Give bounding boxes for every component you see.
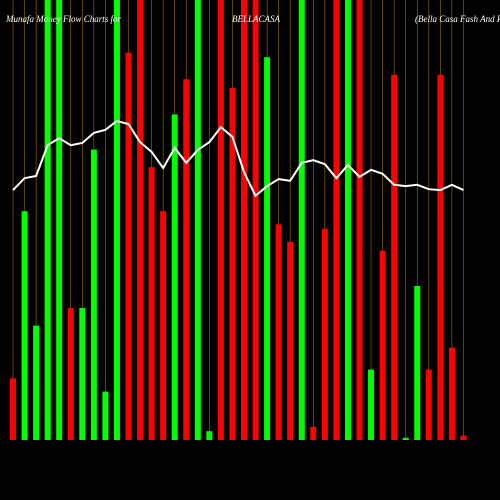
flow-line	[12, 119, 464, 198]
bar	[125, 52, 132, 441]
bar	[10, 378, 16, 440]
bar	[102, 391, 109, 440]
bar	[148, 167, 155, 440]
bar	[171, 114, 178, 441]
bar	[194, 0, 201, 440]
plot	[10, 0, 467, 441]
bar	[206, 431, 213, 440]
bar	[298, 0, 305, 440]
bar	[21, 211, 28, 440]
bar	[90, 149, 97, 440]
chart-title: Munafa Money Flow Charts for	[5, 14, 121, 24]
bar	[437, 74, 444, 441]
bar	[356, 0, 363, 440]
bar	[217, 0, 224, 440]
bar	[229, 88, 236, 440]
bar	[333, 0, 340, 440]
bar	[321, 228, 328, 440]
symbol: BELLACASA	[232, 14, 281, 24]
bar	[368, 369, 375, 440]
bar	[275, 224, 282, 440]
company: (Bella Casa Fash And Retail)	[415, 14, 500, 24]
bar	[264, 57, 271, 440]
bar	[137, 0, 144, 440]
bar	[183, 79, 190, 440]
bar	[252, 0, 259, 440]
bar	[67, 308, 74, 440]
bar	[448, 347, 455, 440]
bar	[241, 0, 247, 440]
bar	[33, 325, 40, 440]
bar	[287, 242, 294, 440]
bar	[379, 250, 386, 440]
bar	[344, 0, 351, 440]
bar	[425, 369, 432, 440]
bar	[79, 308, 86, 440]
bar	[160, 211, 167, 440]
bar	[44, 0, 51, 440]
bar	[310, 426, 317, 440]
bar	[391, 74, 398, 441]
bar	[56, 0, 63, 440]
bar	[414, 286, 421, 440]
bar	[460, 435, 467, 440]
bar	[113, 0, 120, 440]
bar	[402, 437, 409, 440]
